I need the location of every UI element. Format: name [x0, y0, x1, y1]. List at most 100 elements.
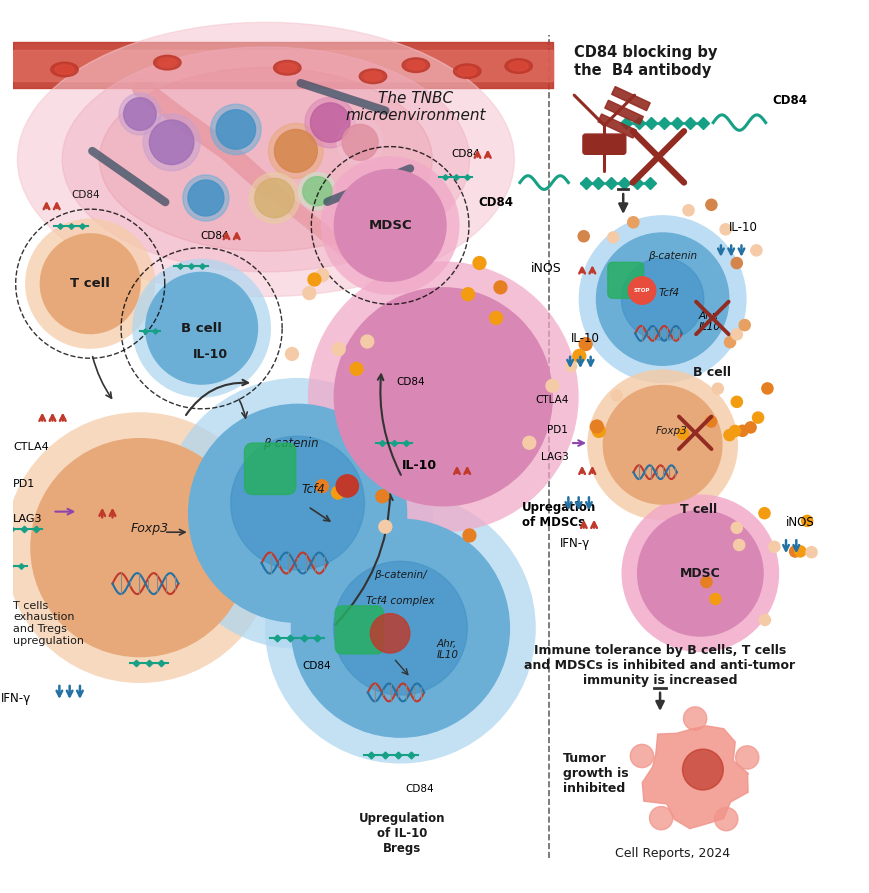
Circle shape	[620, 258, 703, 340]
Text: Ahr,
IL10: Ahr, IL10	[436, 638, 458, 661]
Text: β-catenin/: β-catenin/	[374, 570, 426, 580]
Text: iNOS: iNOS	[785, 516, 814, 529]
Circle shape	[723, 430, 734, 440]
Text: β-catenin: β-catenin	[647, 251, 697, 262]
Circle shape	[734, 746, 758, 769]
Circle shape	[736, 425, 747, 437]
Circle shape	[162, 378, 433, 648]
Text: PD1: PD1	[547, 424, 567, 435]
Circle shape	[182, 175, 229, 221]
Circle shape	[298, 172, 335, 210]
Circle shape	[800, 515, 812, 527]
Text: CD84: CD84	[477, 196, 513, 209]
Text: MDSC: MDSC	[680, 567, 720, 580]
Circle shape	[793, 546, 805, 557]
Text: B cell: B cell	[181, 321, 222, 335]
Circle shape	[332, 343, 345, 355]
Text: CTLA4: CTLA4	[13, 442, 49, 452]
Circle shape	[730, 257, 741, 269]
Circle shape	[578, 215, 746, 383]
Text: STOP: STOP	[634, 288, 649, 293]
Circle shape	[40, 233, 141, 334]
Text: IL-10: IL-10	[570, 332, 600, 346]
Circle shape	[724, 337, 735, 347]
Circle shape	[123, 97, 156, 130]
Circle shape	[610, 390, 621, 401]
Circle shape	[595, 232, 728, 366]
Circle shape	[627, 217, 638, 228]
FancyBboxPatch shape	[244, 443, 295, 495]
Circle shape	[579, 338, 592, 351]
Text: CD84: CD84	[451, 149, 480, 160]
Circle shape	[335, 475, 358, 497]
Text: LAG3: LAG3	[13, 513, 43, 523]
Circle shape	[333, 288, 553, 506]
Polygon shape	[611, 87, 649, 111]
FancyBboxPatch shape	[607, 263, 643, 298]
Circle shape	[331, 486, 344, 499]
Circle shape	[336, 120, 382, 165]
Circle shape	[210, 104, 261, 154]
Circle shape	[321, 156, 459, 295]
Text: β-catenin: β-catenin	[262, 437, 318, 449]
Text: CD84: CD84	[395, 377, 424, 387]
Text: Immune tolerance by B cells, T cells
and MDSCs is inhibited and anti-tumor
immun: Immune tolerance by B cells, T cells and…	[524, 644, 795, 687]
Circle shape	[720, 224, 730, 235]
Text: CD84: CD84	[71, 189, 100, 200]
Circle shape	[473, 256, 486, 270]
Circle shape	[290, 519, 509, 738]
Text: IL-10: IL-10	[192, 347, 228, 361]
Text: Foxp3: Foxp3	[654, 426, 687, 436]
Circle shape	[494, 281, 507, 294]
Polygon shape	[99, 68, 432, 251]
Ellipse shape	[277, 63, 296, 72]
Circle shape	[681, 749, 722, 790]
Circle shape	[269, 123, 323, 179]
Circle shape	[149, 120, 194, 164]
Polygon shape	[604, 100, 642, 124]
Circle shape	[602, 385, 722, 505]
Circle shape	[761, 383, 773, 394]
Text: T cells
exhaustion
and Tregs
upregulation: T cells exhaustion and Tregs upregulatio…	[13, 601, 84, 646]
Circle shape	[489, 312, 502, 324]
Circle shape	[683, 707, 706, 730]
Circle shape	[627, 277, 655, 305]
Circle shape	[274, 129, 317, 172]
Text: The TNBC
microenvironment: The TNBC microenvironment	[345, 91, 486, 123]
Circle shape	[733, 539, 744, 551]
Circle shape	[620, 495, 779, 652]
Text: Ahr,
IL10: Ahr, IL10	[698, 311, 720, 332]
Circle shape	[759, 614, 770, 625]
Ellipse shape	[55, 65, 74, 74]
Ellipse shape	[50, 63, 78, 77]
Circle shape	[315, 480, 328, 493]
Text: T cell: T cell	[680, 503, 716, 516]
Circle shape	[375, 490, 388, 503]
Circle shape	[636, 510, 763, 637]
Circle shape	[728, 425, 740, 437]
Text: CTLA4: CTLA4	[534, 396, 567, 405]
Circle shape	[739, 320, 749, 330]
Circle shape	[25, 219, 156, 349]
Text: Foxp3: Foxp3	[131, 522, 169, 535]
Text: Tcf4: Tcf4	[657, 288, 679, 298]
Text: CD84: CD84	[200, 231, 229, 241]
Circle shape	[285, 347, 298, 361]
Circle shape	[805, 547, 816, 558]
Text: IL-10: IL-10	[728, 221, 757, 234]
Circle shape	[216, 110, 255, 149]
Text: IFN-γ: IFN-γ	[1, 691, 30, 705]
Ellipse shape	[504, 59, 532, 73]
Text: CD84: CD84	[772, 94, 806, 107]
Circle shape	[730, 522, 741, 533]
Text: CD84: CD84	[404, 784, 433, 794]
Circle shape	[302, 287, 315, 299]
Circle shape	[752, 412, 763, 423]
Circle shape	[361, 335, 374, 348]
Circle shape	[522, 437, 535, 449]
Circle shape	[349, 363, 362, 375]
Circle shape	[712, 383, 722, 394]
Ellipse shape	[273, 61, 301, 75]
Text: IFN-γ: IFN-γ	[559, 538, 589, 550]
Circle shape	[119, 93, 161, 135]
